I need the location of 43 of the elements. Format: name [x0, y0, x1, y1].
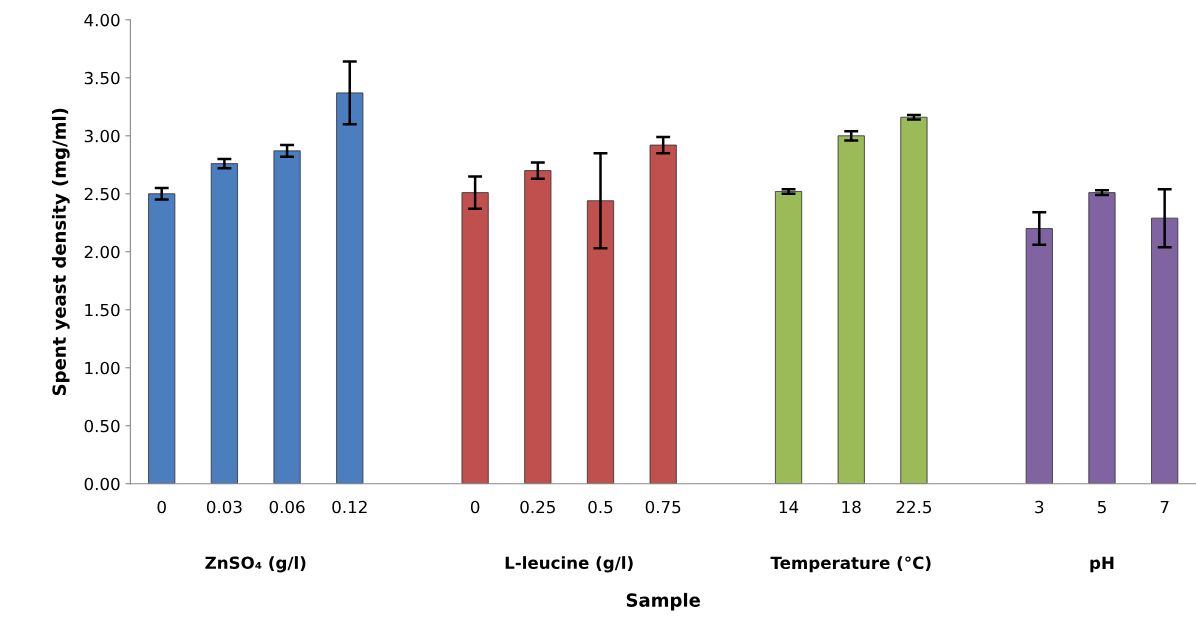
- y-tick-label: 3.50: [84, 71, 120, 85]
- y-tick-label: 3.00: [84, 129, 120, 143]
- x-tick-label: 7: [1160, 500, 1169, 514]
- y-tick-label: 2.50: [84, 187, 120, 201]
- bar: [524, 170, 552, 484]
- x-tick-label: 0: [470, 500, 480, 514]
- bar: [774, 191, 803, 484]
- y-tick-label: 1.00: [85, 361, 120, 375]
- x-tick-label: 0.12: [332, 500, 367, 514]
- x-tick-label: 0.06: [269, 500, 305, 514]
- bar: [210, 163, 238, 484]
- x-tick-label: 0.25: [520, 500, 555, 514]
- bar: [148, 193, 176, 484]
- y-tick-label: 4.00: [84, 13, 120, 27]
- x-tick-label: 5: [1097, 500, 1106, 514]
- x-tick-label: 0.75: [645, 500, 681, 514]
- x-tick-label: 14: [779, 500, 799, 514]
- bar: [649, 144, 677, 484]
- x-axis-title: Sample: [626, 592, 700, 611]
- bar: [273, 150, 301, 484]
- x-tick-label: 0.03: [206, 500, 242, 514]
- bar: [837, 135, 865, 484]
- text: ZnSO₄ (g/l): [205, 556, 306, 573]
- bar: [461, 192, 489, 484]
- y-axis-title: Spent yeast density (mg/ml): [52, 108, 70, 396]
- bar: [586, 200, 615, 484]
- y-tick-label: 2.00: [84, 245, 120, 259]
- x-tick-label: 18: [842, 500, 861, 514]
- text: pH: [1090, 556, 1114, 573]
- bar: [336, 92, 364, 484]
- x-tick-label: 0: [157, 500, 166, 514]
- bar: [900, 116, 928, 484]
- y-tick-label: 1.50: [85, 303, 120, 317]
- text: L-leucine (g/l): [505, 556, 633, 573]
- x-tick-label: 0.5: [588, 500, 613, 514]
- y-tick-label: 0.00: [84, 477, 120, 491]
- bar: [1151, 217, 1179, 484]
- y-tick-label: 0.50: [84, 419, 120, 433]
- text: Temperature (°C): [770, 556, 931, 573]
- x-tick-label: 22.5: [896, 500, 932, 514]
- bar: [1025, 228, 1053, 484]
- bar: [1088, 192, 1116, 484]
- x-tick-label: 3: [1035, 500, 1044, 514]
